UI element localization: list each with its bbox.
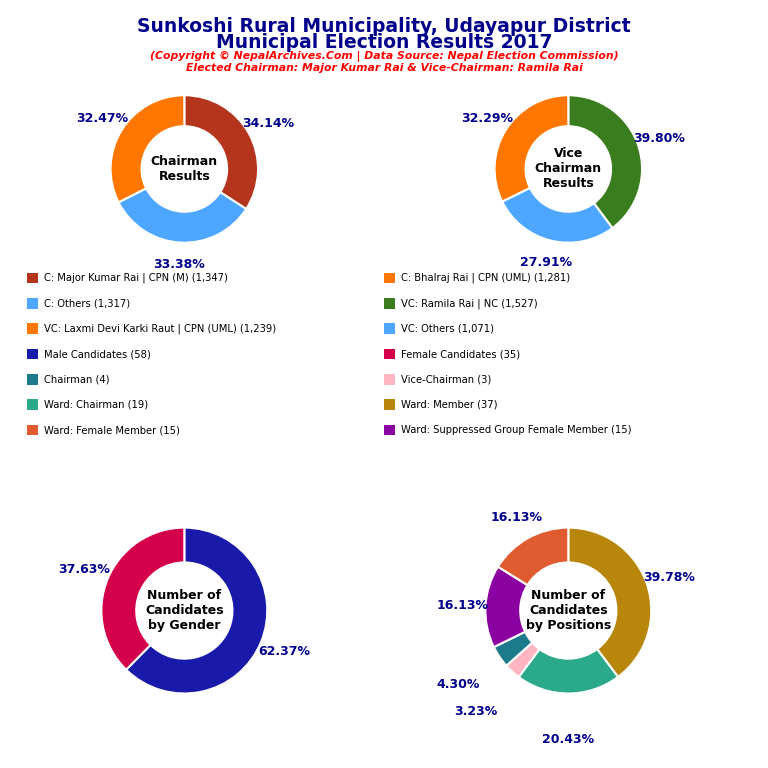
Text: 32.47%: 32.47% (77, 112, 129, 125)
Wedge shape (184, 95, 258, 209)
Text: VC: Others (1,071): VC: Others (1,071) (401, 323, 494, 334)
Text: Municipal Election Results 2017: Municipal Election Results 2017 (216, 33, 552, 52)
Wedge shape (506, 643, 540, 677)
Wedge shape (126, 528, 267, 694)
Wedge shape (518, 649, 618, 694)
Text: Number of
Candidates
by Gender: Number of Candidates by Gender (145, 589, 223, 632)
Text: VC: Ramila Rai | NC (1,527): VC: Ramila Rai | NC (1,527) (401, 298, 538, 309)
Text: Female Candidates (35): Female Candidates (35) (401, 349, 520, 359)
Text: Number of
Candidates
by Positions: Number of Candidates by Positions (525, 589, 611, 632)
Text: Vice-Chairman (3): Vice-Chairman (3) (401, 374, 492, 385)
Text: 39.78%: 39.78% (643, 571, 695, 584)
Text: 37.63%: 37.63% (58, 563, 111, 576)
Text: 39.80%: 39.80% (634, 132, 685, 145)
Text: Vice
Chairman
Results: Vice Chairman Results (535, 147, 602, 190)
Text: Chairman
Results: Chairman Results (151, 155, 218, 183)
Text: 20.43%: 20.43% (542, 733, 594, 746)
Wedge shape (118, 188, 247, 243)
Text: 34.14%: 34.14% (243, 117, 295, 130)
Text: Ward: Suppressed Group Female Member (15): Ward: Suppressed Group Female Member (15… (401, 425, 631, 435)
Text: C: Bhalraj Rai | CPN (UML) (1,281): C: Bhalraj Rai | CPN (UML) (1,281) (401, 273, 570, 283)
Wedge shape (568, 95, 642, 228)
Text: Male Candidates (58): Male Candidates (58) (44, 349, 151, 359)
Text: 33.38%: 33.38% (154, 258, 205, 271)
Text: Elected Chairman: Major Kumar Rai & Vice-Chairman: Ramila Rai: Elected Chairman: Major Kumar Rai & Vice… (186, 63, 582, 73)
Wedge shape (494, 632, 532, 666)
Text: VC: Laxmi Devi Karki Raut | CPN (UML) (1,239): VC: Laxmi Devi Karki Raut | CPN (UML) (1… (44, 323, 276, 334)
Text: Ward: Female Member (15): Ward: Female Member (15) (44, 425, 180, 435)
Wedge shape (101, 528, 184, 670)
Text: C: Major Kumar Rai | CPN (M) (1,347): C: Major Kumar Rai | CPN (M) (1,347) (44, 273, 227, 283)
Text: Chairman (4): Chairman (4) (44, 374, 109, 385)
Text: 3.23%: 3.23% (454, 705, 498, 718)
Text: (Copyright © NepalArchives.Com | Data Source: Nepal Election Commission): (Copyright © NepalArchives.Com | Data So… (150, 51, 618, 61)
Wedge shape (111, 95, 184, 202)
Text: 32.29%: 32.29% (461, 112, 513, 125)
Text: 62.37%: 62.37% (258, 645, 310, 658)
Wedge shape (485, 567, 528, 647)
Wedge shape (498, 528, 568, 585)
Text: Ward: Chairman (19): Ward: Chairman (19) (44, 399, 148, 410)
Text: Ward: Member (37): Ward: Member (37) (401, 399, 498, 410)
Wedge shape (495, 95, 568, 201)
Wedge shape (568, 528, 651, 677)
Text: 16.13%: 16.13% (436, 599, 488, 611)
Text: 16.13%: 16.13% (491, 511, 543, 525)
Text: Sunkoshi Rural Municipality, Udayapur District: Sunkoshi Rural Municipality, Udayapur Di… (137, 17, 631, 36)
Text: 27.91%: 27.91% (520, 256, 572, 269)
Text: 4.30%: 4.30% (436, 678, 480, 691)
Wedge shape (502, 188, 612, 243)
Text: C: Others (1,317): C: Others (1,317) (44, 298, 130, 309)
